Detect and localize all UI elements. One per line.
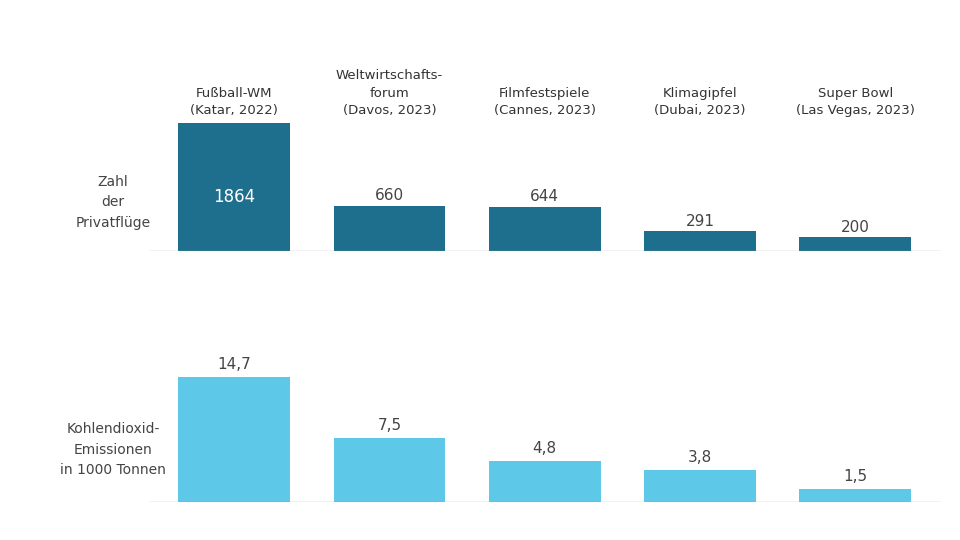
- Text: Fußball-WM
(Katar, 2022): Fußball-WM (Katar, 2022): [190, 87, 278, 117]
- Bar: [800, 489, 911, 502]
- Text: Kohlendioxid-
Emissionen
in 1000 Tonnen: Kohlendioxid- Emissionen in 1000 Tonnen: [60, 422, 166, 477]
- Bar: [489, 461, 601, 502]
- Bar: [489, 207, 601, 251]
- Text: Weltwirtschafts-
forum
(Davos, 2023): Weltwirtschafts- forum (Davos, 2023): [336, 69, 444, 117]
- Bar: [179, 123, 290, 251]
- Bar: [334, 206, 445, 251]
- Text: 1,5: 1,5: [843, 469, 868, 484]
- Text: Zahl
der
Privatflüge: Zahl der Privatflüge: [76, 174, 151, 230]
- Text: 291: 291: [685, 214, 714, 229]
- Text: Super Bowl
(Las Vegas, 2023): Super Bowl (Las Vegas, 2023): [796, 87, 915, 117]
- Text: 14,7: 14,7: [217, 357, 252, 372]
- Bar: [179, 377, 290, 502]
- Text: 7,5: 7,5: [377, 418, 401, 433]
- Text: Klimagipfel
(Dubai, 2023): Klimagipfel (Dubai, 2023): [655, 87, 746, 117]
- Bar: [644, 470, 756, 502]
- Bar: [644, 231, 756, 251]
- Text: 660: 660: [375, 188, 404, 203]
- Text: 4,8: 4,8: [533, 441, 557, 456]
- Text: Filmfestspiele
(Cannes, 2023): Filmfestspiele (Cannes, 2023): [493, 87, 596, 117]
- Text: 644: 644: [530, 190, 560, 204]
- Text: 1864: 1864: [213, 188, 255, 206]
- Text: 3,8: 3,8: [688, 450, 712, 465]
- Bar: [334, 438, 445, 502]
- Bar: [800, 237, 911, 251]
- Text: 200: 200: [841, 220, 870, 235]
